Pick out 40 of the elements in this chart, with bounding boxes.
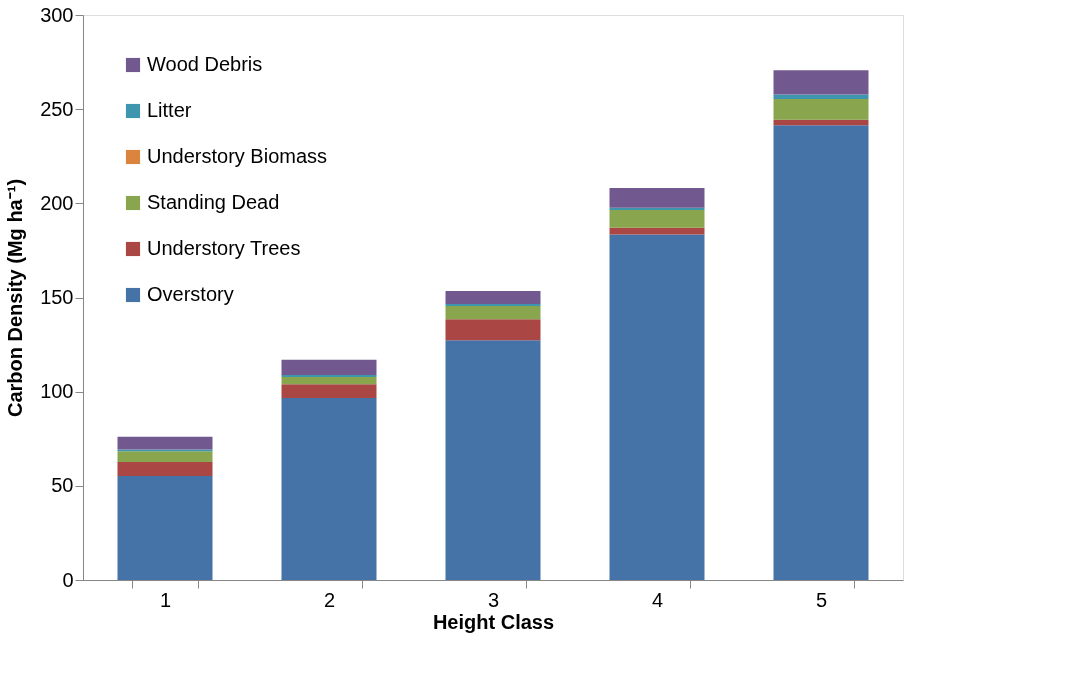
x-tick-label: 4 [651,588,664,611]
bar [773,99,869,120]
bar [281,359,377,376]
bar [117,476,213,580]
bar [773,125,869,580]
bar [773,94,869,99]
x-tick-label: 2 [323,588,336,611]
legend-label: Understory Biomass [147,145,328,167]
bar [281,376,377,385]
y-tick-label: 50 [51,474,74,497]
x-axis-title: Height Class [432,610,555,633]
bar [609,209,705,228]
bar [609,234,705,580]
y-axis-title: Carbon Density (Mg ha⁻¹) [4,178,27,418]
bar [609,227,705,235]
x-tick-label: 1 [159,588,172,611]
y-tick-label: 250 [40,97,74,120]
legend-label: Overstory [147,283,234,305]
bar [117,436,213,450]
bar [117,451,213,463]
x-tick-label: 3 [487,588,500,611]
bar [773,70,869,95]
legend-label: Understory Trees [147,237,301,259]
bar [609,187,705,208]
bar [281,384,377,398]
y-tick-label: 150 [40,286,74,308]
legend-label: Wood Debris [147,53,263,75]
y-tick-label: 100 [40,380,74,403]
legend-label: Standing Dead [147,191,280,213]
y-tick-label: 300 [40,3,74,26]
bar [445,290,541,305]
bar [445,305,541,320]
bar [445,319,541,341]
y-tick-label: 200 [40,191,74,214]
bar [445,340,541,580]
y-tick-label: 0 [62,568,74,591]
bar [117,462,213,477]
legend-label: Litter [147,99,192,121]
bar [281,397,377,580]
x-tick-label: 5 [815,588,828,611]
